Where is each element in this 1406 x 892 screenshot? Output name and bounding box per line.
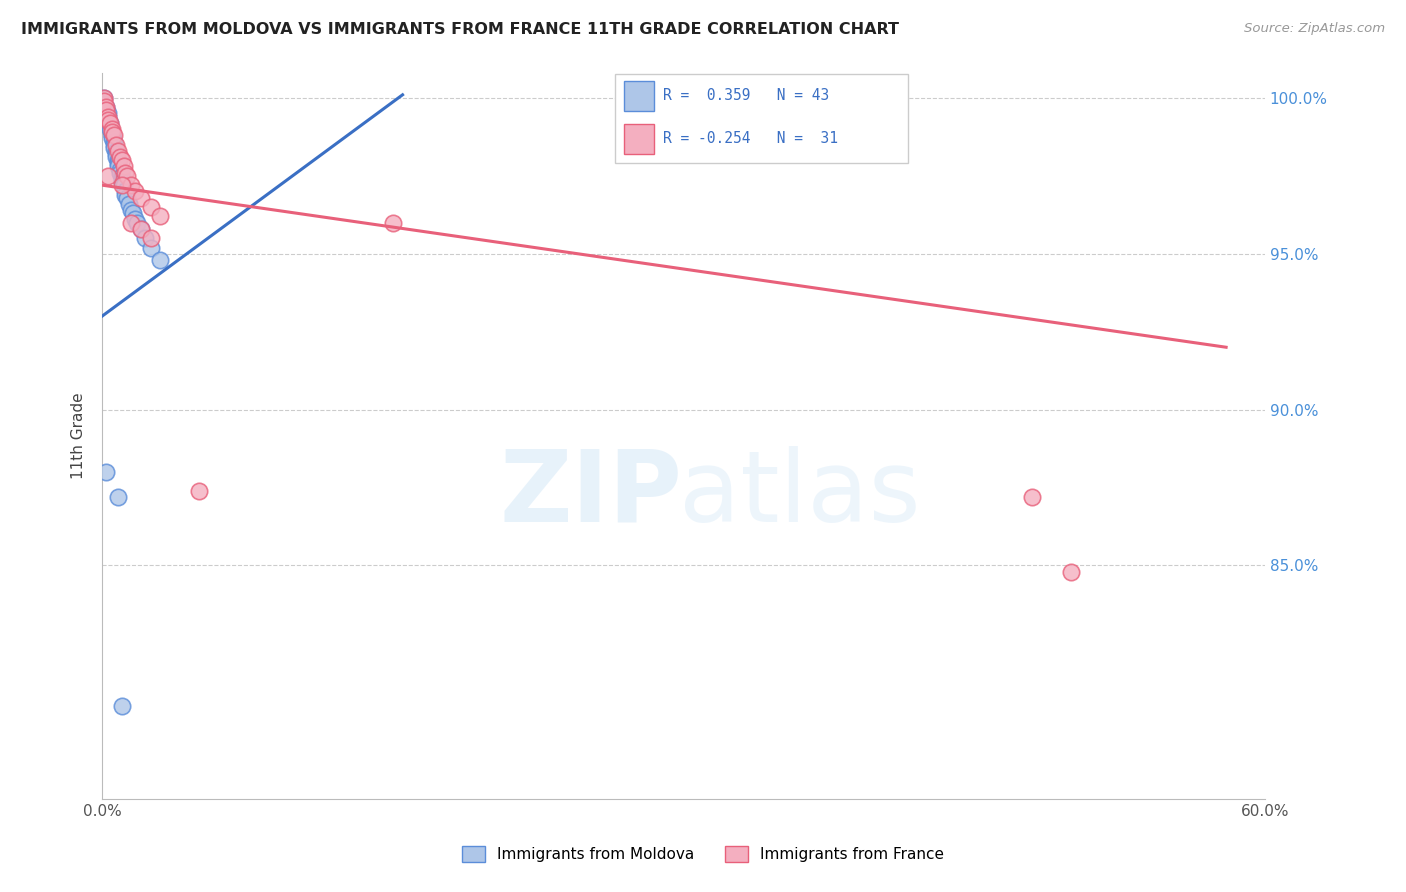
Point bbox=[108, 162, 131, 177]
Point bbox=[93, 91, 115, 105]
Point bbox=[93, 97, 115, 112]
Point bbox=[97, 169, 120, 183]
Point bbox=[110, 698, 132, 713]
Point bbox=[97, 112, 120, 127]
Legend: Immigrants from Moldova, Immigrants from France: Immigrants from Moldova, Immigrants from… bbox=[456, 840, 950, 868]
Point bbox=[124, 185, 146, 199]
Point bbox=[118, 197, 141, 211]
Point bbox=[381, 216, 404, 230]
Point bbox=[112, 178, 135, 193]
Text: atlas: atlas bbox=[679, 446, 921, 542]
Point bbox=[107, 144, 129, 158]
Point bbox=[117, 191, 139, 205]
Point bbox=[98, 119, 121, 133]
Point bbox=[101, 131, 124, 145]
Point bbox=[104, 150, 127, 164]
Point bbox=[149, 252, 172, 267]
Point bbox=[93, 94, 115, 108]
Point bbox=[107, 153, 129, 168]
Point bbox=[108, 166, 131, 180]
Point bbox=[139, 240, 162, 254]
Point bbox=[110, 169, 132, 183]
Point bbox=[114, 187, 136, 202]
Point bbox=[139, 200, 162, 214]
Point bbox=[114, 166, 136, 180]
Text: IMMIGRANTS FROM MOLDOVA VS IMMIGRANTS FROM FRANCE 11TH GRADE CORRELATION CHART: IMMIGRANTS FROM MOLDOVA VS IMMIGRANTS FR… bbox=[21, 22, 898, 37]
Point bbox=[1060, 565, 1083, 579]
Point bbox=[110, 178, 132, 193]
FancyBboxPatch shape bbox=[614, 74, 908, 163]
Point bbox=[97, 112, 120, 127]
Point bbox=[107, 160, 129, 174]
Point bbox=[98, 116, 121, 130]
Point bbox=[139, 231, 162, 245]
Point bbox=[107, 490, 129, 504]
Point bbox=[110, 175, 132, 189]
Text: Source: ZipAtlas.com: Source: ZipAtlas.com bbox=[1244, 22, 1385, 36]
Point bbox=[101, 128, 124, 143]
Point bbox=[122, 206, 145, 220]
Point bbox=[97, 106, 120, 120]
Point bbox=[120, 178, 142, 193]
Point bbox=[120, 203, 142, 218]
Point bbox=[97, 110, 120, 124]
Point bbox=[188, 483, 211, 498]
Point bbox=[1021, 490, 1043, 504]
Point bbox=[104, 144, 127, 158]
Bar bbox=[624, 124, 654, 153]
Point bbox=[94, 465, 117, 479]
Point bbox=[124, 212, 146, 227]
Text: R =  0.359   N = 43: R = 0.359 N = 43 bbox=[664, 88, 830, 103]
Point bbox=[127, 216, 149, 230]
Point bbox=[134, 231, 156, 245]
Text: R = -0.254   N =  31: R = -0.254 N = 31 bbox=[664, 131, 838, 146]
Point bbox=[117, 169, 139, 183]
Point bbox=[97, 110, 120, 124]
Point bbox=[103, 128, 125, 143]
Point bbox=[101, 128, 124, 143]
Point bbox=[108, 150, 131, 164]
Point bbox=[94, 100, 117, 114]
Point bbox=[112, 160, 135, 174]
Point bbox=[104, 137, 127, 152]
Point bbox=[98, 122, 121, 136]
Point bbox=[129, 191, 152, 205]
Point bbox=[114, 185, 136, 199]
Y-axis label: 11th Grade: 11th Grade bbox=[72, 392, 86, 479]
Point bbox=[129, 222, 152, 236]
Point bbox=[107, 156, 129, 170]
Point bbox=[101, 122, 124, 136]
Point bbox=[103, 137, 125, 152]
Point bbox=[149, 210, 172, 224]
Point bbox=[104, 147, 127, 161]
Point bbox=[94, 103, 117, 118]
Text: ZIP: ZIP bbox=[499, 446, 682, 542]
Point bbox=[94, 100, 117, 114]
Point bbox=[101, 125, 124, 139]
Point bbox=[129, 222, 152, 236]
Point bbox=[103, 135, 125, 149]
Bar bbox=[624, 81, 654, 111]
Point bbox=[98, 116, 121, 130]
Point bbox=[94, 103, 117, 118]
Point bbox=[103, 141, 125, 155]
Point bbox=[120, 216, 142, 230]
Point bbox=[93, 91, 115, 105]
Point bbox=[110, 153, 132, 168]
Point bbox=[110, 172, 132, 186]
